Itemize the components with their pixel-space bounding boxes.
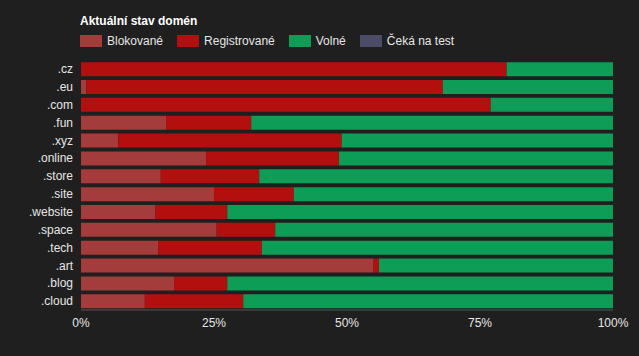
svg-text:75%: 75% [468, 316, 492, 330]
svg-text:.website: .website [29, 205, 73, 219]
svg-text:.art: .art [56, 259, 74, 273]
svg-text:.cz: .cz [58, 62, 73, 76]
html-text:Registrované: Registrované [204, 34, 275, 48]
html-text:Volné: Volné [315, 34, 346, 48]
svg-text:.space: .space [38, 223, 74, 237]
svg-text:.tech: .tech [47, 241, 73, 255]
svg-text:.online: .online [38, 151, 74, 165]
svg-text:25%: 25% [202, 316, 226, 330]
html-text:Blokované: Blokované [107, 34, 163, 48]
svg-text:.blog: .blog [47, 276, 73, 290]
svg-text:0%: 0% [72, 316, 90, 330]
svg-text:.fun: .fun [53, 116, 73, 130]
svg-text:.eu: .eu [56, 80, 73, 94]
svg-text:.store: .store [43, 169, 73, 183]
svg-text:.xyz: .xyz [52, 134, 73, 148]
svg-text:50%: 50% [335, 316, 359, 330]
svg-text:.com: .com [47, 98, 73, 112]
svg-text:100%: 100% [598, 316, 629, 330]
html-text:Čeká na test: Čeká na test [386, 34, 455, 48]
svg-text:.site: .site [51, 187, 73, 201]
html-text:Aktuální stav domén: Aktuální stav domén [80, 14, 198, 28]
svg-text:.cloud: .cloud [41, 294, 73, 308]
